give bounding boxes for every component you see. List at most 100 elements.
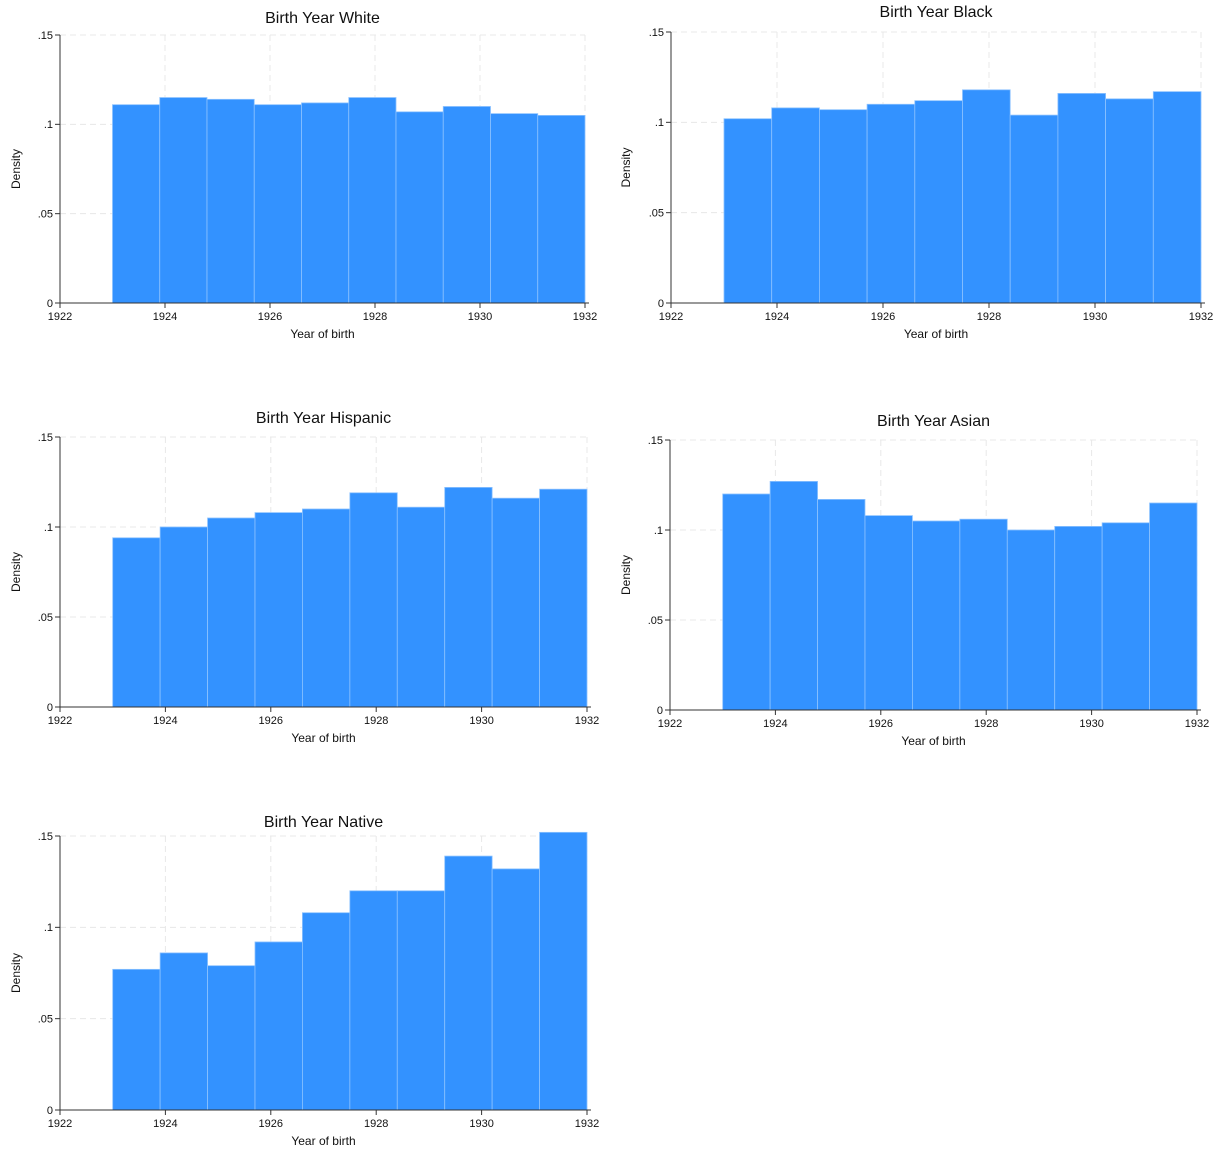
histogram-bar	[914, 100, 963, 304]
chart-panel-black: 0 .05 .1 .15 1922 1924 1926 1928 1930 1932 Birth Y…	[610, 0, 1213, 350]
histogram-bar	[1149, 502, 1198, 711]
x-tick-label: 1928	[363, 311, 387, 323]
y-tick-label: .05	[649, 208, 664, 220]
y-axis-label: Density	[9, 552, 23, 592]
histogram-bar	[1057, 93, 1106, 304]
y-tick-label: .1	[655, 117, 664, 129]
chart-hispanic: 0 .05 .1 .15 1922 1924 1926 1928 1930 1932 Birth Y…	[9, 410, 599, 745]
y-tick-label: .05	[38, 612, 53, 624]
histogram-bar	[301, 102, 350, 304]
x-tick-label: 1924	[153, 1118, 177, 1130]
histogram-bar	[254, 941, 303, 1111]
chart-black: 0 .05 .1 .15 1922 1924 1926 1928 1930 1932 Birth Y…	[619, 4, 1213, 341]
histogram-bar	[1152, 91, 1202, 304]
histogram-bar	[1101, 522, 1150, 711]
x-tick-label: 1926	[259, 715, 283, 727]
histogram-bar	[254, 512, 303, 708]
x-tick-label: 1924	[153, 715, 177, 727]
histogram-bar	[112, 104, 161, 304]
x-tick-label: 1928	[974, 718, 998, 730]
chart-title: Birth Year Native	[264, 814, 383, 831]
chart-title: Birth Year Asian	[877, 413, 990, 430]
chart-asian: 0 .05 .1 .15 1922 1924 1926 1928 1930 1932 Birth Y…	[619, 413, 1209, 748]
histogram-bar	[491, 868, 540, 1111]
histogram-bar	[159, 526, 208, 708]
x-tick-label: 1922	[658, 718, 682, 730]
chart-panel-native: 0 .05 .1 .15 1922 1924 1926 1928 1930 1932 Birth Y…	[0, 806, 605, 1150]
x-tick-label: 1930	[1079, 718, 1103, 730]
histogram-bar	[395, 111, 444, 304]
x-tick-label: 1930	[468, 311, 492, 323]
histogram-bar	[159, 952, 208, 1111]
y-tick-label: 0	[47, 1105, 53, 1117]
histogram-bar	[159, 97, 208, 304]
histogram-bar	[1006, 529, 1056, 711]
x-tick-label: 1932	[1189, 311, 1213, 323]
x-tick-label: 1924	[763, 718, 787, 730]
x-axis-label: Year of birth	[291, 731, 355, 745]
y-axis-label: Density	[619, 555, 633, 595]
x-tick-label: 1930	[1083, 311, 1107, 323]
histogram-bar	[490, 113, 539, 304]
histogram-bar	[206, 98, 255, 304]
y-axis-label: Density	[9, 149, 23, 189]
x-tick-label: 1922	[48, 1118, 72, 1130]
histogram-bar	[349, 492, 398, 708]
y-tick-label: .15	[649, 27, 664, 39]
x-axis-label: Year of birth	[901, 734, 965, 748]
chart-panel-white: 0 .05 .1 .15 1922 1924 1926 1928 1930 1932 Birth Y…	[0, 0, 600, 350]
histogram-bar	[112, 537, 161, 708]
histogram-bar	[817, 499, 866, 711]
x-tick-label: 1928	[364, 715, 388, 727]
x-tick-label: 1932	[575, 1118, 599, 1130]
histogram-bar	[1009, 114, 1059, 304]
histogram-bar	[112, 968, 161, 1111]
x-tick-label: 1922	[48, 715, 72, 727]
y-tick-label: 0	[47, 702, 53, 714]
histogram-bar	[769, 481, 818, 711]
x-tick-label: 1926	[258, 311, 282, 323]
histogram-bar	[539, 831, 588, 1111]
histogram-bar	[444, 487, 493, 708]
y-tick-label: .15	[38, 831, 53, 843]
histogram-bar	[442, 106, 491, 304]
y-axis-label: Density	[619, 147, 633, 187]
histogram-bar	[866, 103, 916, 304]
y-tick-label: .1	[44, 522, 53, 534]
x-tick-label: 1928	[364, 1118, 388, 1130]
y-tick-label: .1	[654, 525, 663, 537]
histogram-bar	[537, 115, 586, 304]
histogram-bar	[962, 89, 1011, 304]
x-tick-label: 1922	[48, 311, 72, 323]
x-axis-label: Year of birth	[904, 327, 968, 341]
x-tick-label: 1924	[765, 311, 789, 323]
histogram-bar	[349, 890, 398, 1111]
y-axis-label: Density	[9, 953, 23, 993]
histogram-bar	[771, 107, 820, 304]
y-tick-label: .15	[38, 30, 53, 42]
histogram-bar	[207, 965, 256, 1111]
histogram-bar	[912, 520, 961, 711]
x-tick-label: 1926	[869, 718, 893, 730]
y-tick-label: 0	[658, 298, 664, 310]
histogram-bar	[491, 497, 540, 708]
y-tick-label: .15	[38, 432, 53, 444]
histogram-bar	[1054, 526, 1103, 711]
histogram-bar	[396, 506, 446, 708]
histogram-bar	[444, 855, 493, 1111]
x-tick-label: 1930	[469, 715, 493, 727]
x-axis-label: Year of birth	[290, 327, 354, 341]
y-tick-label: .05	[38, 209, 53, 221]
histogram-bar	[1105, 98, 1154, 304]
histogram-bar	[722, 493, 771, 711]
x-tick-label: 1928	[977, 311, 1001, 323]
histogram-bar	[302, 912, 351, 1111]
y-tick-label: .05	[648, 615, 663, 627]
histogram-bar	[396, 890, 446, 1111]
histogram-bar	[818, 109, 868, 304]
y-tick-label: .15	[648, 435, 663, 447]
chart-title: Birth Year Black	[880, 4, 994, 21]
y-tick-label: .1	[44, 922, 53, 934]
x-tick-label: 1932	[573, 311, 597, 323]
histogram-bar	[539, 488, 588, 708]
